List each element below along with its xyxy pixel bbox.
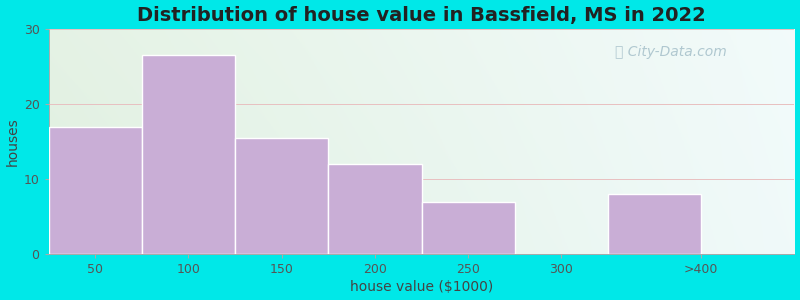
Bar xyxy=(49,127,142,254)
Bar xyxy=(328,164,422,254)
Bar xyxy=(142,55,235,254)
Bar xyxy=(422,202,514,254)
Title: Distribution of house value in Bassfield, MS in 2022: Distribution of house value in Bassfield… xyxy=(137,6,706,25)
X-axis label: house value ($1000): house value ($1000) xyxy=(350,280,493,294)
Text: ⓘ City-Data.com: ⓘ City-Data.com xyxy=(615,45,727,59)
Bar xyxy=(608,194,702,254)
Bar xyxy=(235,138,328,254)
Y-axis label: houses: houses xyxy=(6,117,19,166)
